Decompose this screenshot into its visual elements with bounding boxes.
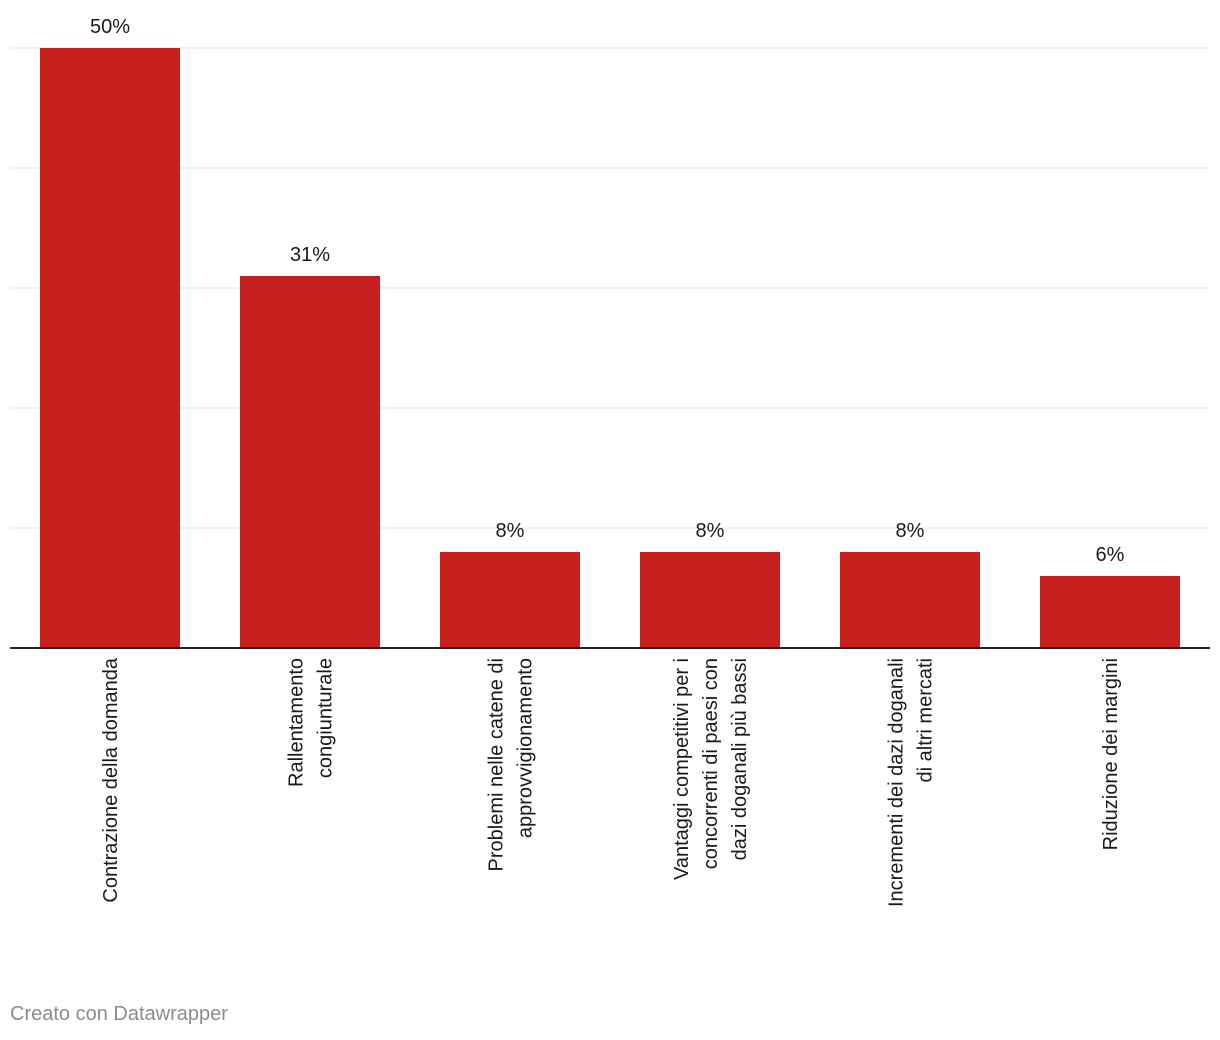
category-label-line: Incrementi dei dazi doganali xyxy=(886,658,908,907)
bar xyxy=(240,276,380,648)
category-label-line: Problemi nelle catene di xyxy=(486,658,508,871)
value-label: 8% xyxy=(896,520,925,542)
bars xyxy=(40,48,1180,648)
bar xyxy=(640,552,780,648)
category-labels: Contrazione della domanda Rallentamento co… xyxy=(100,657,1122,907)
category-label-line: Riduzione dei margini xyxy=(1100,658,1122,850)
category-label: Riduzione dei margini xyxy=(1100,658,1122,850)
category-label-line: dazi doganali più bassi xyxy=(729,658,751,860)
category-label-line: approvvigionamento xyxy=(515,658,537,838)
bar xyxy=(840,552,980,648)
bar-chart: 50% 31% 8% 8% 8% 6% Contrazione della domanda… xyxy=(10,16,1210,907)
category-label-line: congiunturale xyxy=(315,658,337,778)
category-label: Problemi nelle catene di approvvigionamen… xyxy=(486,658,537,871)
value-label: 8% xyxy=(696,520,725,542)
value-label: 8% xyxy=(496,520,525,542)
value-label: 6% xyxy=(1096,544,1125,566)
bar xyxy=(1040,576,1180,648)
value-labels: 50% 31% 8% 8% 8% 6% xyxy=(90,16,1125,566)
category-label: Rallentamento congiunturale xyxy=(286,658,337,787)
category-label-line: di altri mercati xyxy=(915,658,937,782)
category-label-line: Vantaggi competitivi per i xyxy=(671,658,693,880)
category-label-line: concorrenti di paesi con xyxy=(700,658,722,869)
value-label: 50% xyxy=(90,16,130,38)
credit-text: Creato con Datawrapper xyxy=(10,1003,228,1025)
category-label: Incrementi dei dazi doganali di altri mer… xyxy=(886,658,937,907)
category-label-line: Contrazione della domanda xyxy=(100,657,122,902)
bar xyxy=(440,552,580,648)
value-label: 31% xyxy=(290,244,330,266)
bar xyxy=(40,48,180,648)
category-label: Vantaggi competitivi per i concorrenti di… xyxy=(671,658,751,880)
category-label: Contrazione della domanda xyxy=(100,657,122,902)
gridlines xyxy=(10,47,1210,529)
category-label-line: Rallentamento xyxy=(286,658,308,787)
